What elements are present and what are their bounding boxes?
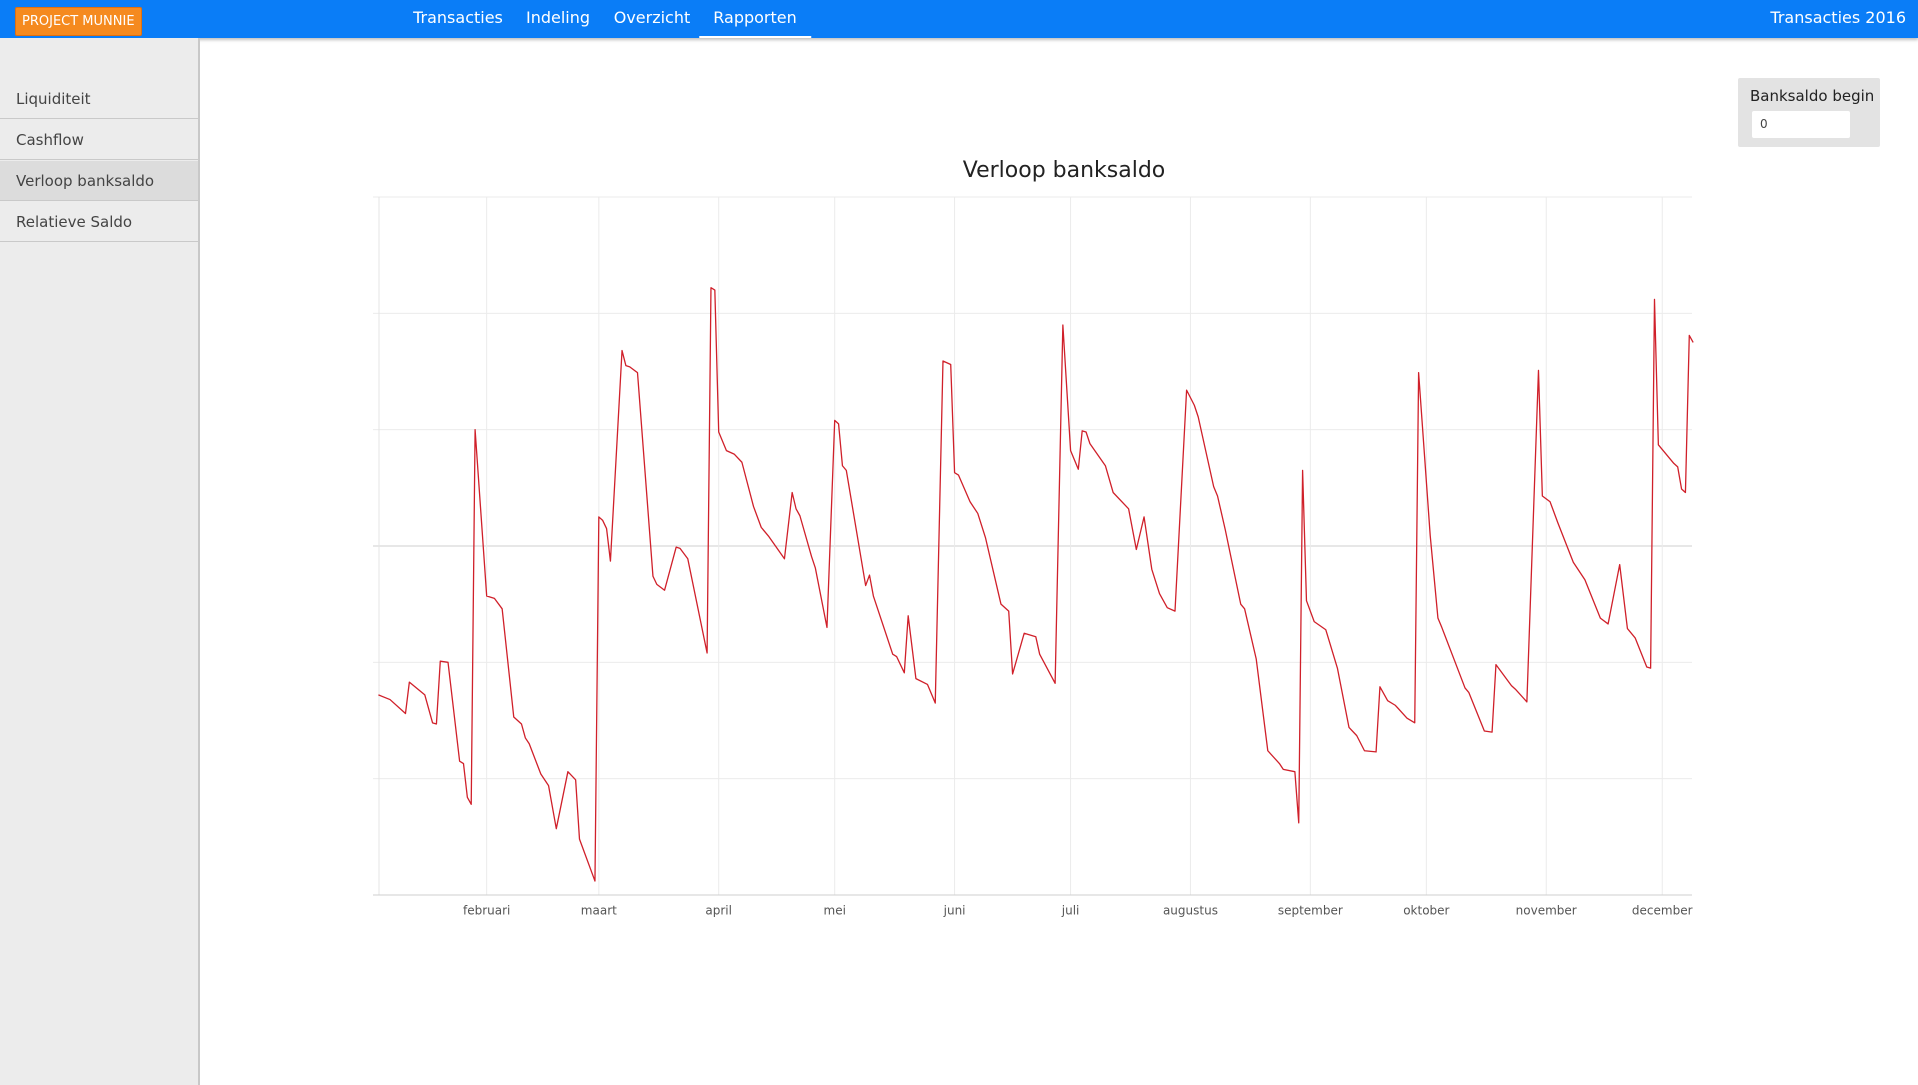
x-tick-label: september [1278, 904, 1343, 918]
x-tick-label: juli [1061, 904, 1080, 918]
sidebar-item[interactable]: Relatieve Saldo [0, 202, 198, 242]
sidebar-item[interactable]: Verloop banksaldo [0, 161, 198, 201]
sidebar-item[interactable]: Cashflow [0, 120, 198, 160]
x-tick-label: november [1516, 904, 1577, 918]
x-tick-label: februari [463, 904, 510, 918]
balance-line [378, 287, 1694, 882]
nav-item[interactable]: Rapporten [699, 0, 811, 38]
start-balance-control: Banksaldo begin 0 [1738, 78, 1880, 147]
top-bar: PROJECT MUNNIE Transacties 2016 Transact… [0, 0, 1918, 38]
x-tick-label: juni [943, 904, 966, 918]
x-tick-label: oktober [1403, 904, 1449, 918]
sidebar: Liquiditeit Cashflow Verloop banksaldo Rela… [0, 38, 200, 1085]
chart-title: Verloop banksaldo [963, 158, 1166, 183]
nav-item[interactable]: Transacties [413, 8, 503, 27]
year-label: Transacties 2016 [1770, 8, 1906, 27]
start-balance-input[interactable]: 0 [1752, 111, 1850, 138]
x-tick-label: maart [581, 904, 617, 918]
logo[interactable]: PROJECT MUNNIE [15, 7, 142, 36]
sidebar-item[interactable]: Liquiditeit [0, 79, 198, 119]
x-tick-label: mei [824, 904, 846, 918]
nav-item[interactable]: Overzicht [613, 8, 691, 27]
x-tick-label: april [705, 904, 732, 918]
nav-item[interactable]: Indeling [525, 8, 591, 27]
x-tick-label: augustus [1163, 904, 1218, 918]
x-tick-label: december [1632, 904, 1693, 918]
control-label: Banksaldo begin [1750, 87, 1875, 105]
